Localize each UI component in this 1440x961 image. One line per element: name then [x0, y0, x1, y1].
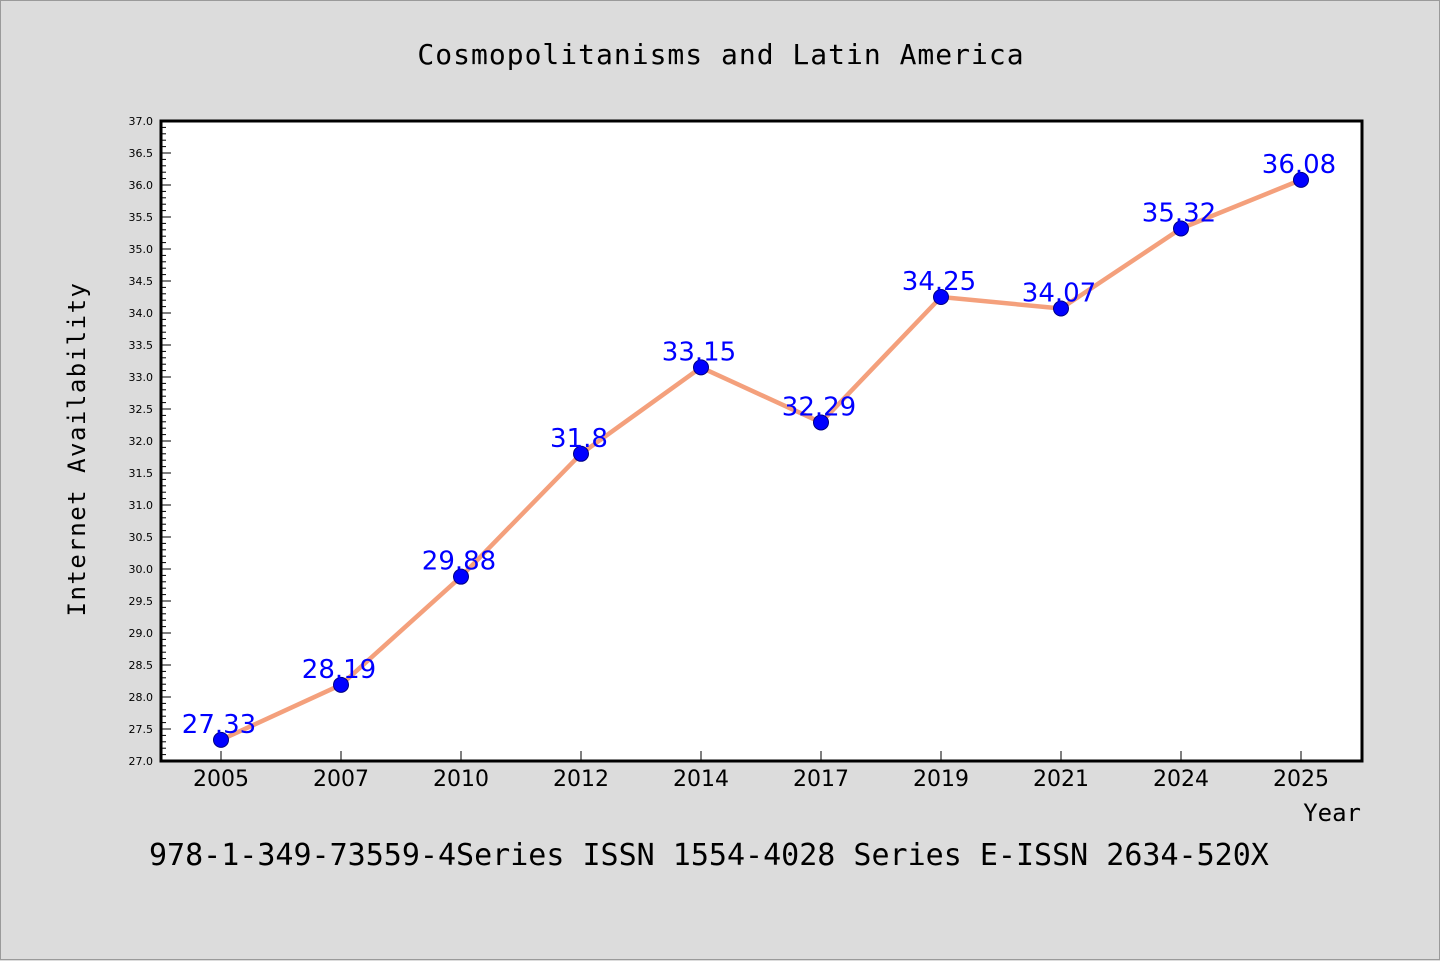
y-tick-label: 29.0: [129, 627, 154, 640]
y-tick-label: 29.5: [129, 595, 154, 608]
data-label: 29.88: [422, 547, 496, 577]
y-tick-label: 28.0: [129, 691, 154, 704]
data-label: 35.32: [1142, 199, 1216, 229]
y-tick-label: 35.5: [129, 211, 154, 224]
y-tick-label: 36.5: [129, 147, 154, 160]
x-tick-label: 2025: [1273, 767, 1329, 792]
x-axis: 2005 2007 2010 2012 2014 2017 2019 2021 2024 2025: [193, 751, 1329, 792]
data-label: 27.33: [182, 710, 256, 740]
x-tick-label: 2017: [793, 767, 849, 792]
x-tick-label: 2019: [913, 767, 969, 792]
x-tick-label: 2021: [1033, 767, 1089, 792]
y-tick-label: 33.5: [129, 339, 154, 352]
y-tick-label: 36.0: [129, 179, 154, 192]
y-tick-label: 35.0: [129, 243, 154, 256]
x-tick-label: 2024: [1153, 767, 1209, 792]
y-tick-label: 27.0: [129, 755, 154, 768]
y-tick-label: 31.5: [129, 467, 154, 480]
x-tick-label: 2014: [673, 767, 729, 792]
data-label: 33.15: [662, 337, 736, 367]
x-tick-label: 2012: [553, 767, 609, 792]
x-tick-label: 2010: [433, 767, 489, 792]
y-tick-label: 34.0: [129, 307, 154, 320]
y-tick-label: 30.0: [129, 563, 154, 576]
y-tick-label: 32.5: [129, 403, 154, 416]
data-point: [333, 676, 349, 693]
series-line: [218, 177, 1304, 743]
data-point: [1053, 300, 1069, 317]
y-axis: 27.0 27.5 28.0 28.5 29.0 29.5 30.0 30.5 31.0 31.5…: [129, 115, 171, 768]
data-label: 36.08: [1262, 150, 1336, 180]
plot-area: [159, 119, 1364, 763]
y-axis-label: Internet Availability: [63, 282, 91, 617]
x-axis-label: Year: [1303, 799, 1361, 827]
x-tick-label: 2007: [313, 767, 369, 792]
y-tick-label: 37.0: [129, 115, 154, 128]
data-label: 32.29: [782, 392, 856, 422]
y-tick-label: 33.0: [129, 371, 154, 384]
data-point: [213, 731, 229, 748]
data-label: 34.25: [902, 267, 976, 297]
data-point: [573, 445, 589, 462]
data-point: [933, 289, 949, 305]
data-label: 31.8: [550, 424, 608, 454]
data-point: [693, 359, 709, 376]
y-tick-label: 28.5: [129, 659, 154, 672]
chart-title: Cosmopolitanisms and Latin America: [417, 38, 1024, 71]
footnote: 978-1-349-73559-4Series ISSN 1554-4028 S…: [149, 838, 1269, 873]
y-tick-label: 31.0: [129, 499, 154, 512]
data-label: 28.19: [302, 655, 376, 685]
y-tick-label: 27.5: [129, 723, 154, 736]
data-label: 34.07: [1022, 279, 1096, 309]
series-layer: 27.33 28.19 29.88 31.8 33.15 32.29 34.25 34.07 3…: [182, 150, 1336, 748]
data-point: [1293, 171, 1309, 188]
y-tick-label: 34.5: [129, 275, 154, 288]
data-point: [453, 568, 469, 585]
y-tick-label: 30.5: [129, 531, 154, 544]
x-tick-label: 2005: [193, 767, 249, 792]
data-point: [813, 414, 829, 431]
data-point: [1173, 220, 1189, 237]
y-tick-label: 32.0: [129, 435, 154, 448]
